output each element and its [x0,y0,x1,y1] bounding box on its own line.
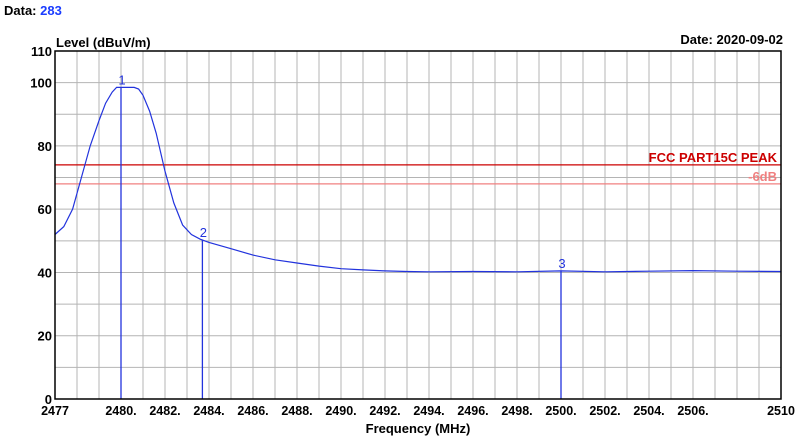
date-label: Date: [680,32,713,47]
x-tick-label: 2496. [457,404,488,418]
x-tick-label: 2502. [589,404,620,418]
data-id-label: Data: [4,3,37,18]
limit-line-label: -6dB [748,169,777,184]
x-axis-title: Frequency (MHz) [366,421,471,436]
y-axis-title: Level (dBuV/m) [56,35,151,50]
series-line [54,86,782,273]
y-tick-label: 80 [38,139,52,154]
y-tick-label: 0 [45,392,52,407]
plot-frame [54,50,782,400]
x-tick-label: 2500. [545,404,576,418]
x-tick-label: 2490. [325,404,356,418]
data-id-header: Data: 283 [4,3,62,18]
x-tick-label: 2498. [501,404,532,418]
tick-labels: 0 20 40 60 80 100 110 2477 2480. 2482. 2484. 2486. 2… [30,44,795,418]
x-tick-label: 2488. [281,404,312,418]
grid [55,51,781,399]
y-tick-label: 20 [38,329,52,344]
y-tick-label: 100 [30,76,52,91]
x-tick-label: 2504. [633,404,664,418]
y-tick-label: 110 [31,44,52,59]
limit-lines: FCC PART15C PEAK -6dB [55,150,781,185]
x-tick-label: 2506. [677,404,708,418]
marker-label: 1 [118,72,125,87]
x-tick-label: 2477 [41,404,69,418]
x-tick-label: 2484. [193,404,224,418]
data-id-value: 283 [40,3,62,18]
x-tick-label: 2494. [413,404,444,418]
markers: 1 2 3 [118,72,566,399]
y-tick-label: 40 [38,265,52,280]
date-header: Date: 2020-09-02 [680,32,783,47]
x-tick-label: 2486. [237,404,268,418]
x-tick-label: 2482. [149,404,180,418]
limit-line-label: FCC PART15C PEAK [649,150,778,165]
series-layer [54,86,782,273]
marker-label: 3 [558,256,565,271]
x-tick-label: 2510 [767,404,795,418]
marker-label: 2 [200,225,207,240]
date-value: 2020-09-02 [716,32,784,47]
x-tick-label: 2480. [105,404,136,418]
x-tick-label: 2492. [369,404,400,418]
y-tick-label: 60 [38,202,52,217]
